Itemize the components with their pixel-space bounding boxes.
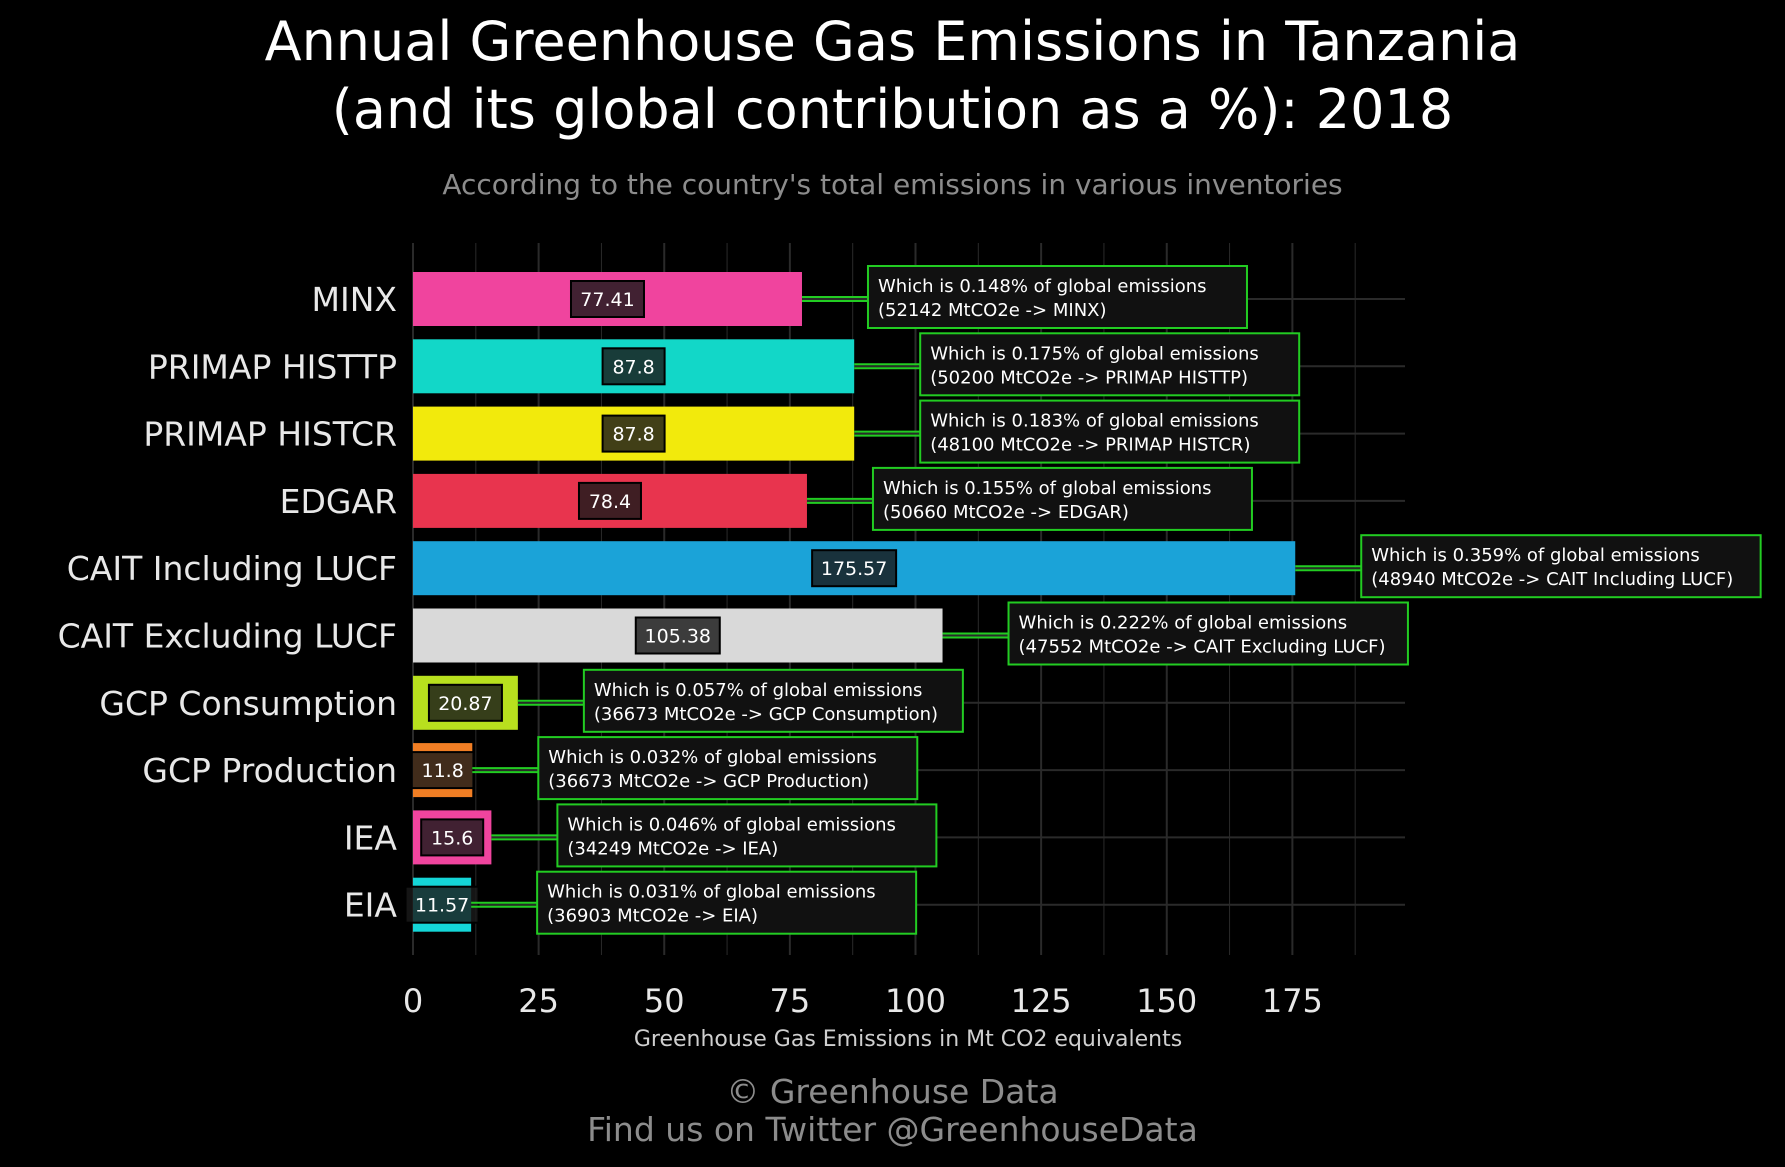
annotation-box — [919, 399, 1301, 464]
axis-layer: 0 25 50 75 100 125 150 175 MINX PRIMAP HISTTP PRIM… — [58, 280, 1323, 1020]
bar-value-label-box — [427, 683, 503, 722]
annotation-text-line-1: Which is 0.359% of global emissions — [1371, 545, 1700, 566]
annotation-box — [537, 736, 919, 801]
bar-value-label-box — [569, 280, 645, 318]
bar-value-label: 11.57 — [415, 895, 469, 917]
annotation-text-line-2: (50660 MtCO2e -> EDGAR) — [883, 502, 1129, 523]
annotation-text-line-2: (36673 MtCO2e -> GCP Consumption) — [594, 704, 938, 725]
annotation-box — [1007, 601, 1409, 666]
y-category-label: PRIMAP HISTTP — [148, 347, 397, 386]
bar-value-label: 105.38 — [645, 626, 711, 648]
chart-title-line-1: Annual Greenhouse Gas Emissions in Tanza… — [264, 10, 1521, 73]
bar-value-label-box — [410, 751, 475, 790]
x-tick-label: 125 — [1011, 982, 1072, 1020]
footer-twitter: Find us on Twitter @GreenhouseData — [587, 1110, 1198, 1149]
bar-value-label-box — [577, 481, 642, 520]
annotation-text-line-1: Which is 0.183% of global emissions — [930, 411, 1259, 432]
annotation-text-line-2: (48100 MtCO2e -> PRIMAP HISTCR) — [930, 435, 1250, 456]
annotation-text-line-1: Which is 0.057% of global emissions — [594, 680, 923, 701]
bar-value-label: 87.8 — [612, 424, 654, 446]
annotation-box — [871, 466, 1253, 531]
annotation-box — [866, 265, 1248, 329]
bar-value-label: 11.8 — [421, 760, 463, 782]
y-category-label: EDGAR — [280, 482, 397, 521]
bar-value-label-box — [601, 414, 666, 453]
chart-subtitle: According to the country's total emissio… — [442, 168, 1343, 201]
annotation-text-line-2: (50200 MtCO2e -> PRIMAP HISTTP) — [930, 367, 1248, 388]
annotation-text-line-2: (52142 MtCO2e -> MINX) — [878, 300, 1107, 321]
x-tick-label: 175 — [1262, 982, 1323, 1020]
annotation-text-line-1: Which is 0.175% of global emissions — [930, 343, 1259, 364]
annotation-text-line-1: Which is 0.148% of global emissions — [878, 276, 1207, 297]
bar-value-label-box — [634, 616, 721, 655]
y-category-label: CAIT Excluding LUCF — [58, 617, 397, 656]
x-axis-title: Greenhouse Gas Emissions in Mt CO2 equiv… — [634, 1027, 1182, 1052]
chart-title-line-2: (and its global contribution as a %): 20… — [331, 78, 1454, 141]
annotation-text-line-1: Which is 0.031% of global emissions — [547, 882, 876, 903]
annotation-text-line-1: Which is 0.046% of global emissions — [567, 814, 896, 835]
bar-value-label: 87.8 — [612, 356, 654, 378]
bar-value-label-box — [601, 347, 666, 386]
annotation-text-line-2: (48940 MtCO2e -> CAIT Including LUCF) — [1371, 569, 1733, 590]
annotation-text-line-1: Which is 0.155% of global emissions — [883, 478, 1212, 499]
bar-value-label-box — [811, 549, 898, 588]
annotation-text-line-2: (34249 MtCO2e -> IEA) — [567, 838, 778, 859]
annotation-box — [536, 870, 918, 935]
bar-value-label: 77.41 — [580, 289, 634, 311]
y-category-label: IEA — [344, 818, 398, 857]
y-category-label: EIA — [344, 886, 398, 925]
annotation-text-line-1: Which is 0.032% of global emissions — [548, 747, 877, 768]
x-tick-label: 150 — [1136, 982, 1197, 1020]
annotation-text-line-2: (36903 MtCO2e -> EIA) — [547, 906, 758, 927]
bar-value-label: 15.6 — [431, 827, 473, 849]
x-tick-label: 25 — [518, 982, 559, 1020]
annotation-box — [556, 803, 938, 868]
y-category-label: PRIMAP HISTCR — [143, 415, 397, 454]
annotation-box — [919, 332, 1301, 397]
annotation-text-line-2: (47552 MtCO2e -> CAIT Excluding LUCF) — [1019, 637, 1386, 658]
x-tick-label: 75 — [770, 982, 811, 1020]
footer-copyright: © Greenhouse Data — [726, 1072, 1059, 1111]
x-tick-label: 0 — [403, 982, 423, 1020]
y-category-label: MINX — [312, 280, 398, 319]
annotation-layer: Which is 0.148% of global emissions (5214… — [471, 265, 1762, 935]
annotation-text-line-2: (36673 MtCO2e -> GCP Production) — [548, 771, 869, 792]
y-category-label: GCP Consumption — [99, 684, 397, 723]
bar-value-label: 20.87 — [438, 693, 492, 715]
y-category-label: CAIT Including LUCF — [67, 549, 397, 588]
x-tick-label: 50 — [644, 982, 685, 1020]
bar-value-label-box — [404, 885, 480, 924]
bar-value-label-box — [420, 818, 485, 857]
bar-layer: 77.41 87.8 87.8 78.4 175.57 105.38 20.87 11.8 15… — [404, 272, 1296, 932]
annotation-box — [582, 668, 964, 733]
annotation-box — [1360, 534, 1762, 599]
y-category-label: GCP Production — [142, 751, 397, 790]
bar-value-label: 175.57 — [821, 558, 887, 580]
annotation-text-line-1: Which is 0.222% of global emissions — [1019, 613, 1348, 634]
x-tick-label: 100 — [885, 982, 946, 1020]
bar-value-label: 78.4 — [589, 491, 631, 513]
